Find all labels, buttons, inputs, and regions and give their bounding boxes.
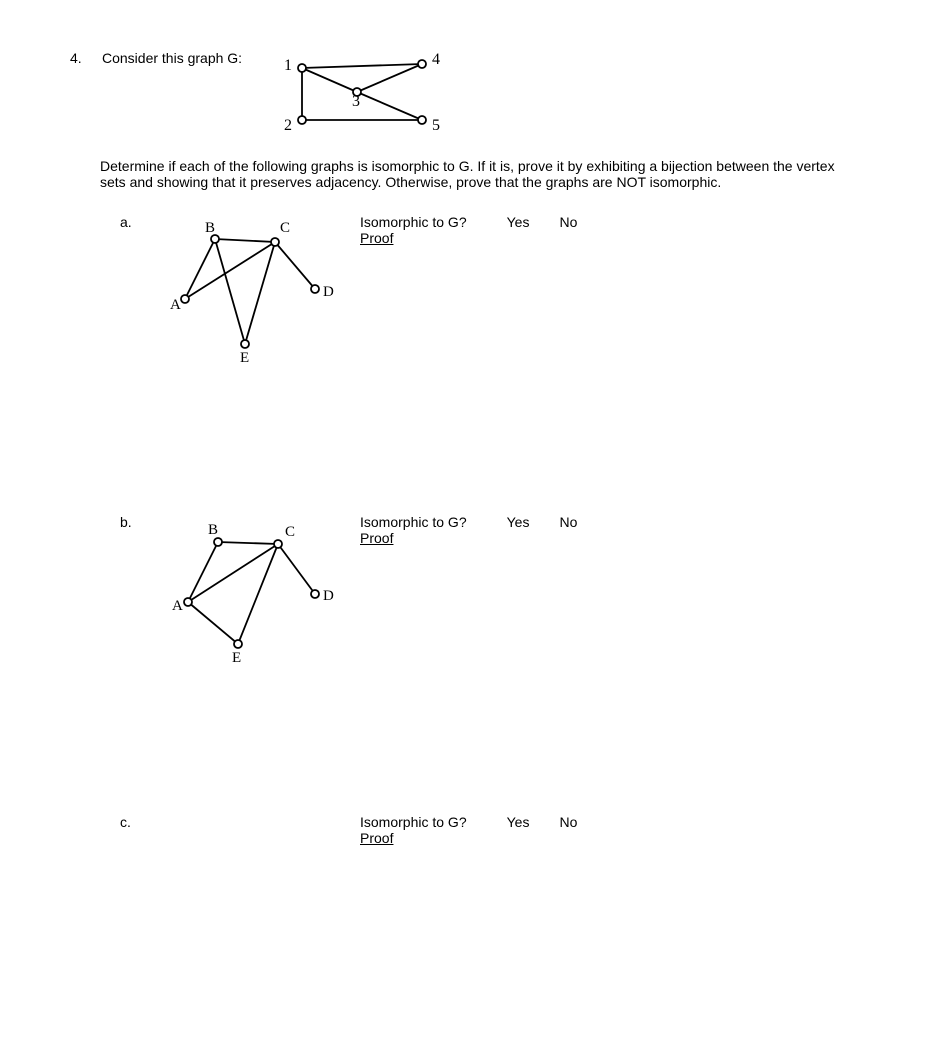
svg-text:C: C: [285, 524, 295, 540]
iso-row-a: Isomorphic to G? Proof Yes No: [360, 214, 577, 246]
subpart-c-label: c.: [120, 814, 140, 830]
svg-text:2: 2: [284, 117, 292, 134]
graph-g: 1 2 3 4 5: [262, 50, 452, 140]
subpart-c: c. Isomorphic to G? Proof Yes No: [120, 814, 860, 964]
svg-text:D: D: [323, 284, 334, 300]
svg-text:D: D: [323, 588, 334, 604]
no-a[interactable]: No: [559, 214, 577, 246]
iso-label-c: Isomorphic to G?: [360, 814, 467, 830]
svg-text:E: E: [232, 650, 241, 664]
graph-b: A B C D E: [160, 514, 340, 664]
graph-a: A B C D E: [160, 214, 340, 364]
no-c[interactable]: No: [559, 814, 577, 846]
iso-q-a: Isomorphic to G? Proof: [360, 214, 467, 246]
yes-a[interactable]: Yes: [507, 214, 530, 246]
proof-label-a: Proof: [360, 230, 467, 246]
iso-q-c: Isomorphic to G? Proof: [360, 814, 467, 846]
svg-text:B: B: [205, 220, 215, 236]
subpart-b: b. A B C D E Isomorphic to G? Proof Yes No: [120, 514, 860, 664]
question-prompt: Consider this graph G:: [102, 50, 242, 66]
svg-text:1: 1: [284, 57, 292, 74]
proof-label-b: Proof: [360, 530, 467, 546]
subpart-a: a. A B C D E Isomorphic to G? Proof Yes No: [120, 214, 860, 364]
yesno-a: Yes No: [507, 214, 578, 246]
proof-label-c: Proof: [360, 830, 467, 846]
yesno-b: Yes No: [507, 514, 578, 546]
iso-row-c: Isomorphic to G? Proof Yes No: [360, 814, 577, 846]
iso-q-b: Isomorphic to G? Proof: [360, 514, 467, 546]
no-b[interactable]: No: [559, 514, 577, 546]
yes-b[interactable]: Yes: [507, 514, 530, 546]
svg-text:4: 4: [432, 51, 440, 68]
iso-row-b: Isomorphic to G? Proof Yes No: [360, 514, 577, 546]
yesno-c: Yes No: [507, 814, 578, 846]
subpart-a-label: a.: [120, 214, 140, 230]
svg-text:E: E: [240, 350, 249, 364]
yes-c[interactable]: Yes: [507, 814, 530, 846]
svg-text:C: C: [280, 220, 290, 236]
svg-text:B: B: [208, 522, 218, 538]
graph-c: [160, 814, 340, 964]
subpart-b-label: b.: [120, 514, 140, 530]
question-header: 4. Consider this graph G: 1 2 3 4 5: [70, 50, 860, 140]
iso-label-a: Isomorphic to G?: [360, 214, 467, 230]
svg-text:5: 5: [432, 117, 440, 134]
svg-text:3: 3: [352, 93, 360, 110]
svg-text:A: A: [172, 598, 183, 614]
question-prompt-area: Consider this graph G: 1 2 3 4 5: [102, 50, 452, 140]
instructions: Determine if each of the following graph…: [100, 158, 860, 190]
iso-label-b: Isomorphic to G?: [360, 514, 467, 530]
question-number: 4.: [70, 50, 90, 66]
page: 4. Consider this graph G: 1 2 3 4 5 Determin…: [0, 0, 930, 1054]
svg-text:A: A: [170, 297, 181, 313]
